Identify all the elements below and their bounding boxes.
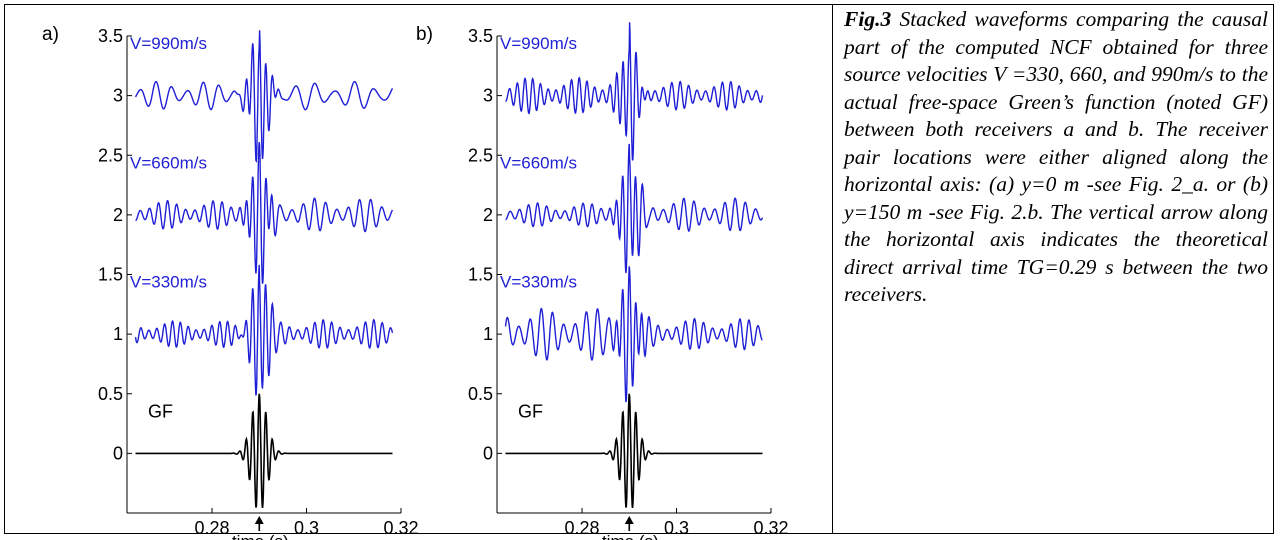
figure-caption-divider (832, 4, 833, 534)
ncf-waveform-a (134, 264, 394, 396)
y-tick-label-a: 3 (113, 86, 123, 106)
series-label-a: GF (148, 402, 173, 422)
y-tick-label-b: 1 (483, 324, 493, 344)
series-label-a: V=330m/s (130, 273, 207, 292)
series-label-b: GF (518, 402, 543, 422)
x-tick-label-a: 0.28 (195, 518, 230, 538)
x-tick-label-a: 0.32 (383, 518, 418, 538)
series-label-a: V=660m/s (130, 153, 207, 172)
y-tick-label-b: 1.5 (468, 265, 493, 285)
y-tick-label-a: 1.5 (98, 265, 123, 285)
figure-frame (4, 4, 1274, 534)
y-tick-label-a: 3.5 (98, 26, 123, 46)
y-tick-label-a: 2.5 (98, 145, 123, 165)
x-tick-label-b: 0.28 (565, 518, 600, 538)
y-tick-label-b: 3.5 (468, 26, 493, 46)
series-label-b: V=660m/s (500, 153, 577, 172)
figure-label: Fig.3 (844, 7, 892, 31)
y-tick-label-a: 0 (113, 443, 123, 463)
panel-label-b: b) (416, 24, 433, 45)
caption-text: Stacked waveforms comparing the causal p… (844, 7, 1268, 306)
x-tick-label-b: 0.32 (753, 518, 788, 538)
x-tick-label-a: 0.3 (294, 518, 319, 538)
y-tick-label-b: 2 (483, 205, 493, 225)
waveform-plot-b: b) 0 0.5 1 1.5 2 2.5 3 3.5 0.28 0.3 0.32 time (s) V=9… (416, 22, 789, 540)
y-tick-label-a: 0.5 (98, 384, 123, 404)
y-tick-label-a: 1 (113, 324, 123, 344)
x-axis-label-a: time (s) (232, 532, 289, 540)
figure-caption: Fig.3 Stacked waveforms comparing the ca… (844, 6, 1268, 309)
y-tick-label-b: 3 (483, 86, 493, 106)
series-label-b: V=330m/s (500, 273, 577, 292)
x-axis-label-b: time (s) (602, 532, 659, 540)
ncf-waveform-a (135, 141, 394, 284)
y-tick-label-a: 2 (113, 205, 123, 225)
series-label-b: V=990m/s (500, 34, 577, 53)
panel-label-a: a) (42, 24, 59, 45)
gf-waveform-a (135, 393, 393, 508)
x-tick-label-b: 0.3 (664, 518, 689, 538)
ncf-waveform-a (134, 30, 394, 163)
gf-waveform-b (505, 393, 763, 508)
waveform-plot-a: a) 0 0.5 1 1.5 2 2.5 3 3.5 0.28 0.3 0.32 time (s) V=9… (42, 24, 419, 540)
series-label-a: V=990m/s (130, 34, 207, 53)
arrival-arrow-head-b (624, 516, 634, 524)
arrival-arrow-head-a (254, 516, 264, 524)
y-tick-label-b: 0 (483, 443, 493, 463)
ncf-waveform-b (505, 22, 764, 161)
ncf-waveform-b (505, 143, 764, 274)
y-tick-label-b: 0.5 (468, 384, 493, 404)
y-tick-label-b: 2.5 (468, 145, 493, 165)
ncf-waveform-b (504, 266, 763, 403)
